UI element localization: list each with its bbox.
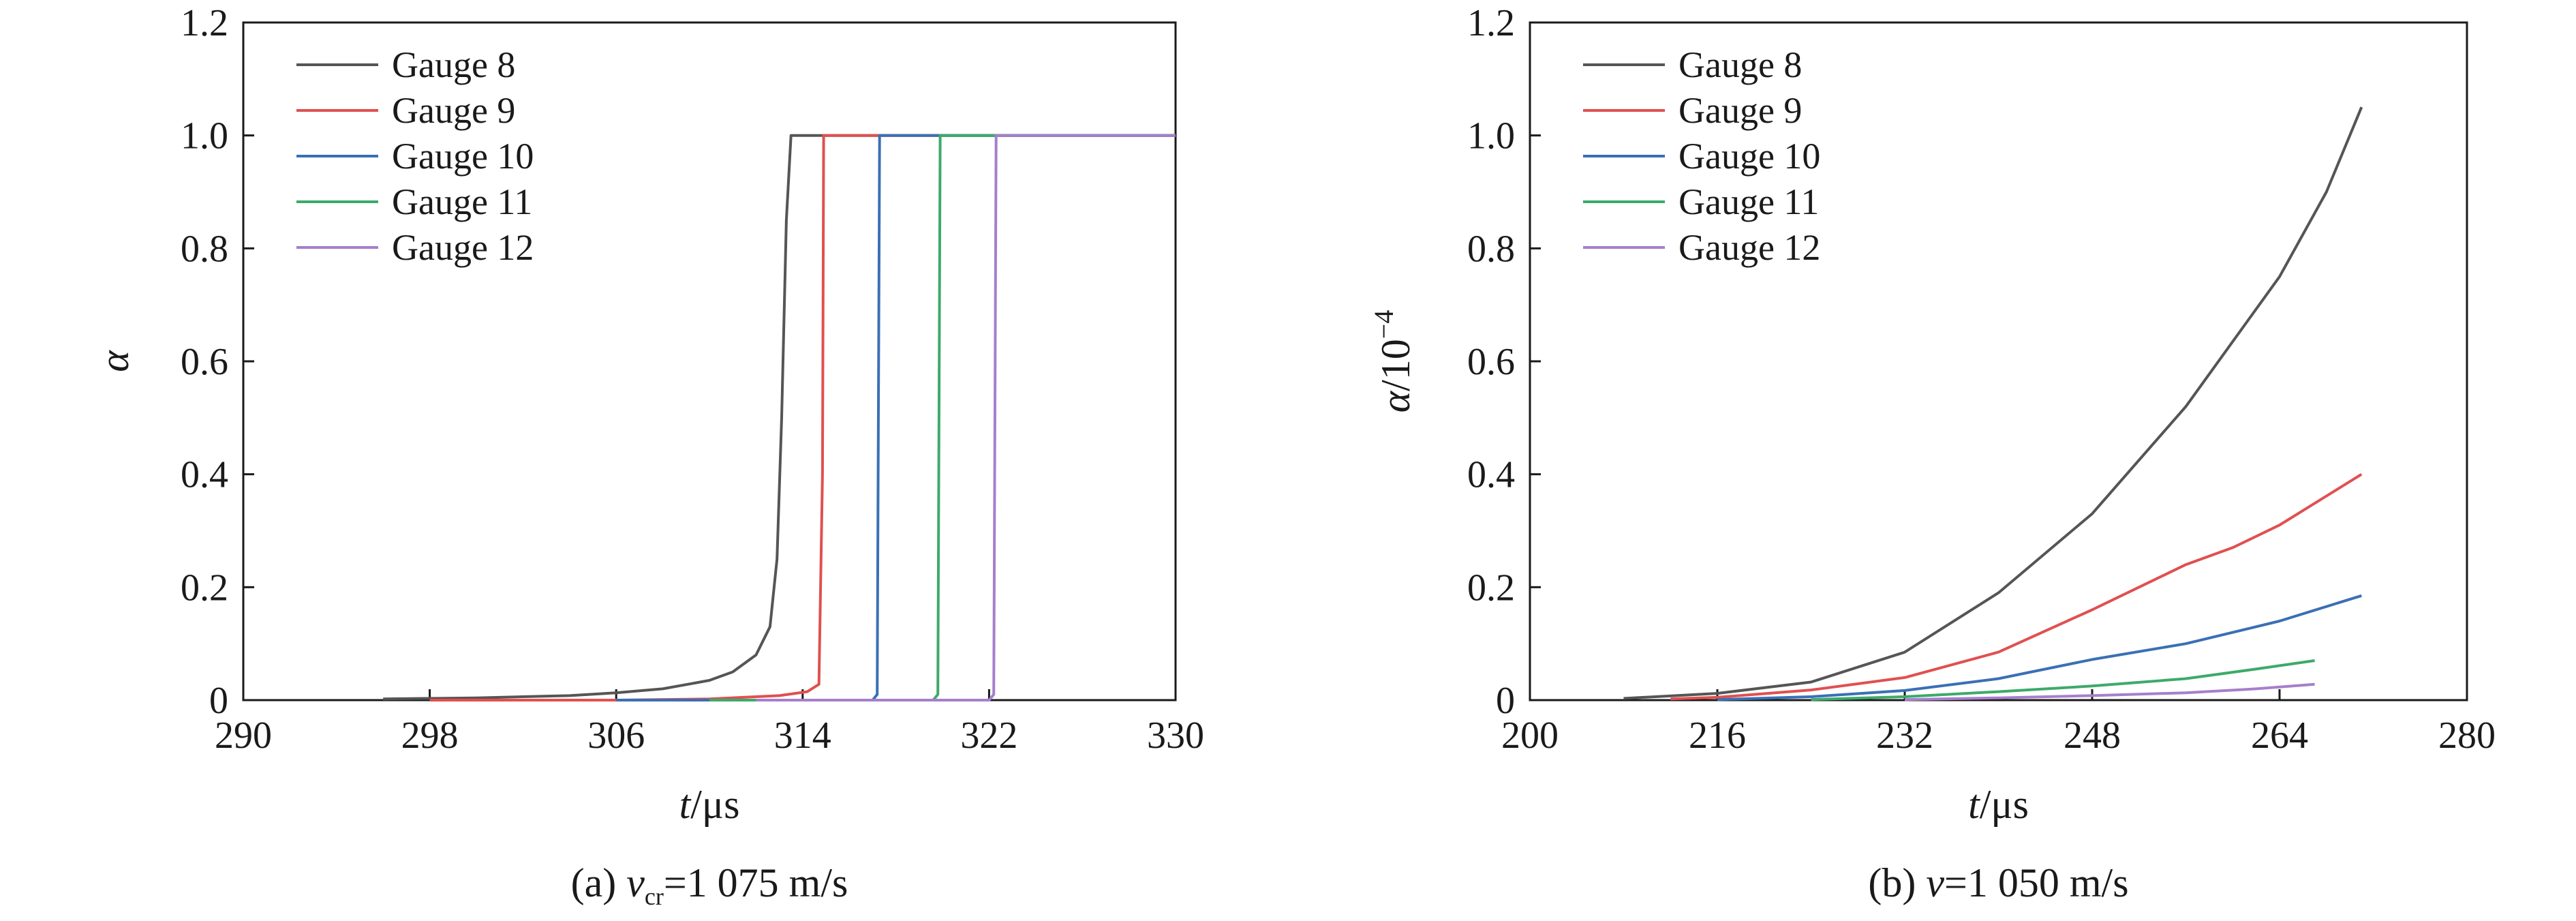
- x-tick-label: 248: [2064, 714, 2121, 757]
- y-tick-label: 0.4: [181, 454, 228, 496]
- y-tick-label: 0.2: [1467, 567, 1515, 609]
- panel-b: 200 216 232 248 264 280 0 0.2 0.4 0.6 0.8 1.0 1.2 t/μ…: [1368, 2, 2496, 905]
- series-line-gauge-10: [1717, 594, 2362, 701]
- x-axis-label-unit: /μs: [690, 782, 739, 827]
- x-tick-label: 216: [1689, 714, 1746, 757]
- series-line-gauge-8: [383, 134, 1176, 701]
- panel-caption: (b) v=1 050 m/s: [1868, 860, 2128, 905]
- y-tick-label: 0.6: [181, 341, 228, 383]
- legend-label: Gauge 9: [392, 90, 515, 131]
- x-axis-label-var: t: [679, 782, 692, 827]
- caption-variable: v: [626, 860, 645, 905]
- panel-a: 290 298 306 314 322 330 0 0.2 0.4 0.6 0.8 1.0 1.2 t/μ…: [92, 2, 1204, 910]
- x-tick-label: 290: [215, 714, 272, 757]
- series-line-gauge-8: [1623, 106, 2363, 700]
- x-tick-label: 298: [401, 714, 459, 757]
- y-axis-label-exponent: −4: [1368, 310, 1399, 339]
- legend-label: Gauge 9: [1678, 90, 1802, 131]
- x-tick-label: 330: [1147, 714, 1204, 757]
- caption-value: =1 050 m/s: [1944, 860, 2129, 905]
- y-tick-label: 1.2: [181, 2, 228, 44]
- x-tick-label: 280: [2438, 714, 2496, 757]
- x-tick-label: 232: [1876, 714, 1933, 757]
- y-tick-label: 0: [209, 680, 228, 722]
- x-tick-label: 306: [587, 714, 645, 757]
- caption-variable: v: [1926, 860, 1944, 905]
- legend-label: Gauge 12: [392, 227, 534, 268]
- series-line-gauge-11: [1811, 659, 2315, 701]
- panel-caption: (a) vcr=1 075 m/s: [571, 860, 848, 910]
- x-tick-label: 264: [2251, 714, 2308, 757]
- legend-label: Gauge 10: [392, 136, 534, 177]
- x-axis-label: t/μs: [1968, 782, 2029, 827]
- legend-label: Gauge 11: [1678, 181, 1819, 222]
- y-axis-label-unit: /10: [1373, 339, 1418, 391]
- y-tick-label: 0.4: [1467, 454, 1515, 496]
- y-axis-label-var: α: [92, 350, 137, 372]
- series-line-gauge-12: [1904, 682, 2315, 701]
- x-axis-label-unit: /μs: [1980, 782, 2029, 827]
- y-tick-label: 1.2: [1467, 2, 1515, 44]
- caption-subscript: cr: [645, 883, 664, 910]
- legend-label: Gauge 8: [1678, 44, 1802, 85]
- y-tick-label: 1.0: [181, 115, 228, 157]
- caption-value: =1 075 m/s: [664, 860, 848, 905]
- y-axis-label-var: α: [1373, 390, 1418, 412]
- x-axis-label: t/μs: [679, 782, 740, 827]
- y-tick-label: 0.8: [1467, 228, 1515, 270]
- y-axis-label: α: [92, 350, 137, 372]
- y-tick-label: 0.6: [1467, 341, 1515, 383]
- y-tick-label: 0: [1496, 680, 1515, 722]
- y-axis-label: α/10−4: [1368, 310, 1418, 413]
- x-tick-label: 322: [960, 714, 1017, 757]
- legend-label: Gauge 12: [1678, 227, 1820, 268]
- x-axis-label-var: t: [1968, 782, 1980, 827]
- caption-prefix: (b): [1868, 860, 1926, 905]
- y-tick-label: 0.8: [181, 228, 228, 270]
- series-line-gauge-12: [756, 134, 1176, 701]
- x-tick-label: 200: [1501, 714, 1559, 757]
- legend-label: Gauge 11: [392, 181, 532, 222]
- series-line-gauge-9: [1670, 472, 2363, 701]
- y-tick-label: 0.2: [181, 567, 228, 609]
- legend-label: Gauge 8: [392, 44, 515, 85]
- legend-label: Gauge 10: [1678, 136, 1820, 177]
- caption-prefix: (a): [571, 860, 627, 905]
- x-tick-label: 314: [774, 714, 831, 757]
- y-tick-label: 1.0: [1467, 115, 1515, 157]
